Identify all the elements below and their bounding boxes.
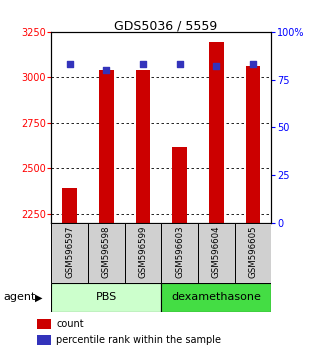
Text: GSM596599: GSM596599 <box>138 226 148 278</box>
Point <box>177 62 182 67</box>
Text: count: count <box>56 319 84 329</box>
Bar <box>246 67 260 223</box>
Bar <box>235 223 271 283</box>
Bar <box>125 223 161 283</box>
Text: GSM596604: GSM596604 <box>212 225 221 278</box>
Bar <box>51 223 88 283</box>
Text: dexamethasone: dexamethasone <box>171 292 261 302</box>
Point <box>251 62 256 67</box>
Point <box>104 67 109 73</box>
Bar <box>51 283 161 312</box>
Bar <box>161 223 198 283</box>
Text: GSM596605: GSM596605 <box>249 225 258 278</box>
Text: ▶: ▶ <box>35 292 42 302</box>
Bar <box>161 283 271 312</box>
Bar <box>198 223 235 283</box>
Text: GDS5036 / 5559: GDS5036 / 5559 <box>114 19 217 33</box>
Point <box>67 62 72 67</box>
Point <box>214 63 219 69</box>
Text: PBS: PBS <box>96 292 117 302</box>
Bar <box>99 70 114 223</box>
Text: percentile rank within the sample: percentile rank within the sample <box>56 335 221 345</box>
Text: agent: agent <box>3 292 36 302</box>
Bar <box>136 70 150 223</box>
Bar <box>172 147 187 223</box>
Text: GSM596603: GSM596603 <box>175 225 184 278</box>
Point <box>140 62 146 67</box>
Bar <box>88 223 125 283</box>
Text: GSM596598: GSM596598 <box>102 225 111 278</box>
Bar <box>209 42 224 223</box>
Text: GSM596597: GSM596597 <box>65 225 74 278</box>
Bar <box>62 188 77 223</box>
Bar <box>37 335 51 345</box>
Bar <box>37 319 51 329</box>
